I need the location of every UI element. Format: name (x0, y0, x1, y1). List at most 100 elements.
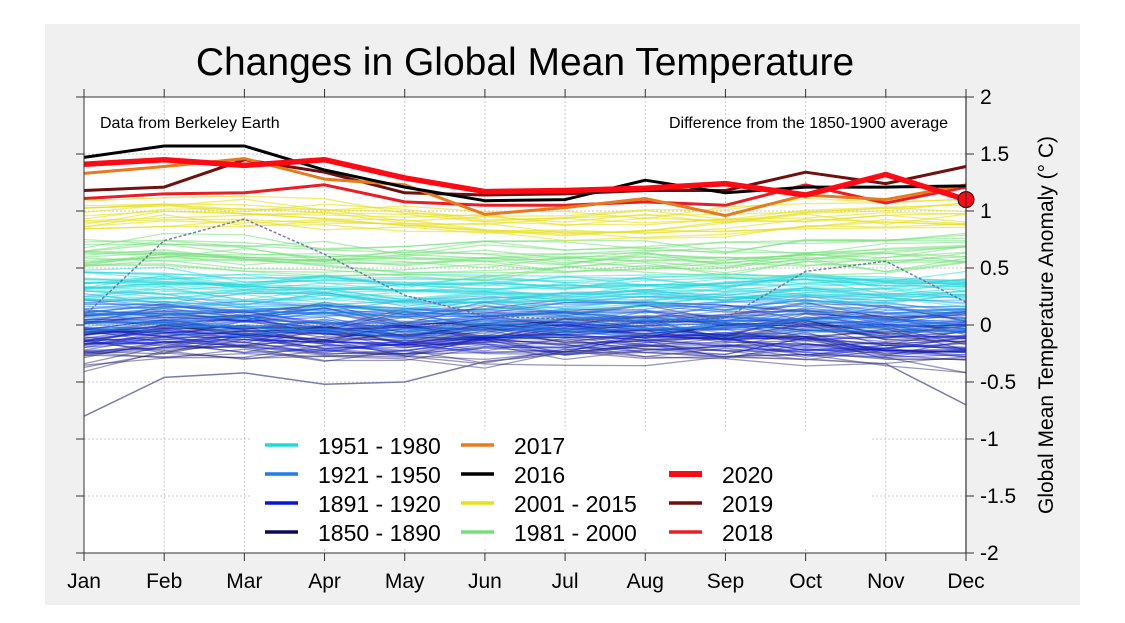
x-tick-label-jun: Jun (468, 570, 502, 593)
year-line-1898 (83, 336, 967, 358)
y-tick-label: -1 (980, 428, 999, 451)
x-tick-label-jul: Jul (552, 570, 579, 593)
year-line-1917 (83, 331, 967, 346)
year-line-1935 (83, 298, 967, 315)
year-line-1861 (83, 332, 967, 357)
year-line-1903 (83, 325, 967, 349)
year-line-1907 (83, 307, 967, 327)
legend-label-2017: 2017 (514, 433, 565, 459)
year-line-1854 (83, 316, 967, 341)
year-line-1889 (83, 302, 967, 324)
x-tick-label-oct: Oct (789, 570, 822, 593)
x-tick-label-jan: Jan (67, 570, 101, 593)
year-line-1996 (83, 260, 967, 278)
year-line-1934 (83, 313, 967, 329)
legend-label-2018: 2018 (722, 520, 773, 546)
year-line-1937 (83, 311, 967, 330)
y-tick-labels: 2 1.5 1 0.5 0 -0.5 -1 -1.5 -2 (980, 86, 1016, 565)
year-line-2015 (83, 210, 967, 235)
y-tick-label: 0 (980, 314, 992, 337)
year-line-1857 (83, 314, 967, 340)
year-line-2008 (83, 218, 967, 234)
year-line-1892 (83, 333, 967, 353)
year-line-1856 (83, 316, 967, 338)
year-line-1901 (83, 310, 967, 331)
year-line-1902 (83, 315, 967, 336)
year-line-1894 (83, 331, 967, 352)
legend-label-1981-2000: 1981 - 2000 (514, 520, 637, 546)
axes (76, 89, 974, 561)
year-line-1869 (83, 345, 967, 365)
series-line-2016 (83, 144, 967, 203)
year-line-1911 (83, 333, 967, 353)
year-line-1906 (83, 330, 967, 351)
year-line-1863 (83, 324, 967, 347)
year-line-1999 (83, 232, 967, 254)
year-line-1923 (83, 320, 967, 337)
year-line-1983 (83, 259, 967, 282)
year-line-1920 (83, 318, 967, 337)
year-line-1919 (83, 330, 967, 351)
year-line-1991 (83, 245, 967, 259)
legend-label-1891-1920: 1891 - 1920 (318, 491, 441, 517)
year-line-1850 (83, 315, 967, 337)
year-line-1979 (83, 285, 967, 301)
year-line-1891 (83, 310, 967, 329)
year-line-1877 (83, 349, 967, 374)
year-line-1868 (83, 322, 967, 346)
year-line-1916 (83, 318, 967, 339)
highlighted-year-lines (83, 144, 975, 218)
year-line-1875 (83, 318, 967, 343)
legend-label-2001-2015: 2001 - 2015 (514, 491, 637, 517)
year-line-1946 (83, 321, 967, 340)
year-line-1867 (83, 304, 967, 324)
y-tick-label: -2 (980, 542, 999, 565)
year-line-1893 (83, 335, 967, 353)
x-tick-labels: Jan Feb Mar Apr May Jun Jul Aug Sep Oct Nov Dec (67, 570, 985, 593)
year-line-1851 (83, 343, 967, 361)
series-line-2017 (83, 157, 967, 218)
year-line-1980 (83, 266, 967, 283)
legend-label-1921-1950: 1921 - 1950 (318, 462, 441, 488)
year-line-1998 (83, 238, 967, 251)
legend-label-2020: 2020 (722, 462, 773, 488)
year-line-1859 (83, 308, 967, 332)
year-line-1866 (83, 316, 967, 344)
year-line-2000 (83, 252, 967, 269)
year-line-1905 (83, 320, 967, 333)
series-line-2020 (83, 156, 967, 203)
x-tick-label-sep: Sep (707, 570, 744, 593)
year-line-1915 (83, 336, 967, 356)
x-tick-label-mar: Mar (226, 570, 262, 593)
year-line-1871 (83, 350, 967, 374)
year-line-1897 (83, 304, 967, 319)
year-line-1943 (83, 308, 967, 322)
year-line-1941 (83, 304, 967, 320)
year-line-1929 (83, 308, 967, 323)
y-tick-label: 1.5 (980, 143, 1009, 166)
year-line-1899 (83, 322, 967, 341)
year-line-1936 (83, 316, 967, 333)
year-line-1938 (83, 312, 967, 332)
legend-label-2016: 2016 (514, 462, 565, 488)
year-line-1870 (83, 315, 967, 336)
series-outlier-dashed (83, 218, 967, 323)
year-line-1975 (83, 278, 967, 297)
legend: 1951 - 1980 1921 - 1950 1891 - 1920 1850 - … (250, 430, 870, 548)
year-line-1913 (83, 341, 967, 358)
year-line-1904 (83, 325, 967, 343)
legend-box (250, 430, 870, 548)
year-line-1926 (83, 301, 967, 319)
y-tick-label: -0.5 (980, 371, 1016, 394)
year-line-2013 (83, 195, 967, 217)
year-line-1881 (83, 339, 967, 361)
year-line-1879 (83, 331, 967, 355)
year-line-1872 (83, 321, 967, 343)
year-line-1853 (83, 341, 967, 358)
legend-label-1850-1890: 1850 - 1890 (318, 520, 441, 546)
year-line-1908 (83, 308, 967, 325)
year-line-1880 (83, 335, 967, 361)
year-line-1890 (83, 320, 967, 344)
special-lines (83, 218, 967, 417)
